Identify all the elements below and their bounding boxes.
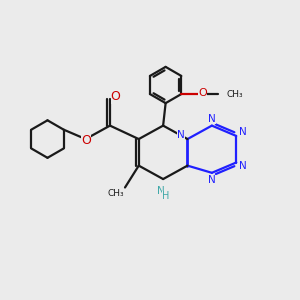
- Text: N: N: [208, 175, 216, 185]
- Text: O: O: [81, 134, 91, 146]
- Text: O: O: [111, 90, 121, 104]
- Text: H: H: [162, 191, 169, 201]
- Text: N: N: [208, 114, 216, 124]
- Text: N: N: [157, 186, 164, 196]
- Text: N: N: [239, 161, 247, 171]
- Text: N: N: [239, 127, 247, 137]
- Text: CH₃: CH₃: [227, 90, 244, 99]
- Text: O: O: [198, 88, 207, 98]
- Text: CH₃: CH₃: [107, 189, 124, 198]
- Text: N: N: [177, 130, 184, 140]
